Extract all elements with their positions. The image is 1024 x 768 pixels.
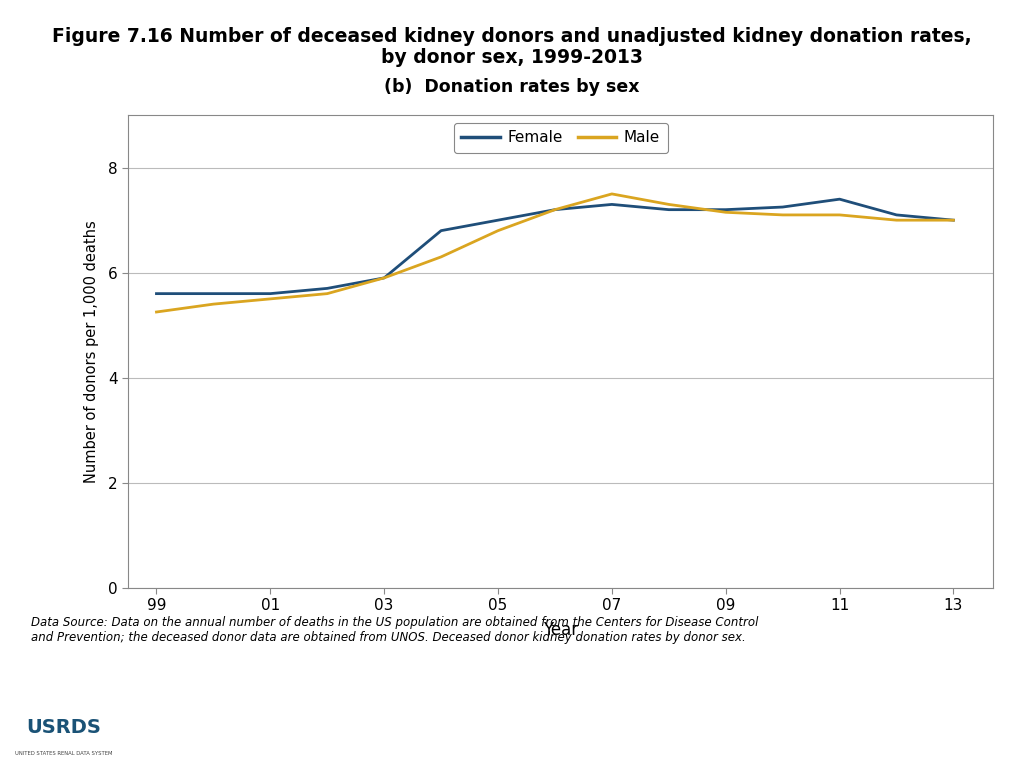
Male <box>322 289 334 298</box>
Y-axis label: Number of donors per 1,000 deaths: Number of donors per 1,000 deaths <box>85 220 99 483</box>
Female <box>947 216 959 225</box>
Male <box>492 226 504 235</box>
Male <box>207 300 219 309</box>
Male <box>435 253 447 262</box>
Text: Figure 7.16 Number of deceased kidney donors and unadjusted kidney donation rate: Figure 7.16 Number of deceased kidney do… <box>52 27 972 46</box>
Text: 28: 28 <box>968 727 993 744</box>
Male <box>947 216 959 225</box>
Text: USRDS: USRDS <box>27 718 101 737</box>
Female <box>776 203 788 212</box>
Female <box>378 273 390 283</box>
Female <box>720 205 732 214</box>
Female <box>834 194 846 204</box>
Female <box>549 205 561 214</box>
Male <box>663 200 675 209</box>
Text: Data Source: Data on the annual number of deaths in the US population are obtain: Data Source: Data on the annual number o… <box>31 616 758 629</box>
Line: Female: Female <box>157 199 953 293</box>
Text: and Prevention; the deceased donor data are obtained from UNOS. Deceased donor k: and Prevention; the deceased donor data … <box>31 631 745 644</box>
Male <box>378 273 390 283</box>
Male <box>606 190 618 199</box>
Legend: Female, Male: Female, Male <box>454 123 668 153</box>
Text: Vol 2, ESRD, Ch 7: Vol 2, ESRD, Ch 7 <box>425 727 599 744</box>
Female <box>322 284 334 293</box>
X-axis label: Year: Year <box>543 621 579 639</box>
Male <box>834 210 846 220</box>
Female <box>435 226 447 235</box>
Male <box>264 294 276 303</box>
Text: by donor sex, 1999-2013: by donor sex, 1999-2013 <box>381 48 643 67</box>
Female <box>151 289 163 298</box>
Male <box>151 307 163 316</box>
Female <box>264 289 276 298</box>
Female <box>606 200 618 209</box>
Female <box>663 205 675 214</box>
Male <box>720 207 732 217</box>
Female <box>890 210 902 220</box>
Male <box>549 205 561 214</box>
Female <box>207 289 219 298</box>
Male <box>776 210 788 220</box>
Line: Male: Male <box>157 194 953 312</box>
Female <box>492 216 504 225</box>
Text: (b)  Donation rates by sex: (b) Donation rates by sex <box>384 78 640 96</box>
Text: UNITED STATES RENAL DATA SYSTEM: UNITED STATES RENAL DATA SYSTEM <box>15 751 113 756</box>
Male <box>890 216 902 225</box>
